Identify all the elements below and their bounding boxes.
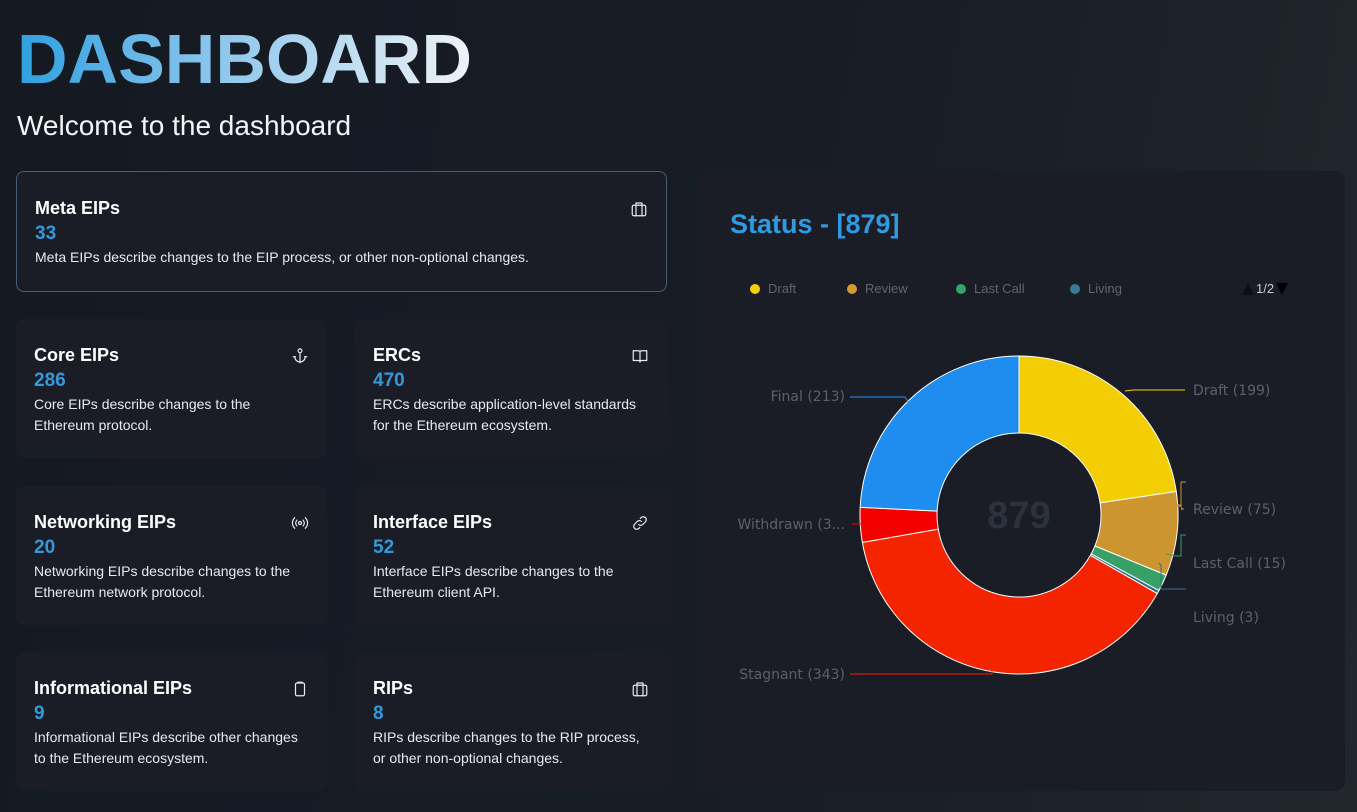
slice-label-last-call: Last Call (15) (1193, 556, 1286, 572)
legend-dot-icon (847, 283, 857, 294)
slice-label-review: Review (75) (1193, 502, 1276, 518)
card-core-eips[interactable]: Core EIPs 286 Core EIPs describe changes… (16, 319, 327, 458)
donut-center-total: 879 (987, 495, 1050, 537)
slice-label-withdrawn: Withdrawn (3... (737, 517, 845, 533)
card-title: Networking EIPs (34, 512, 177, 532)
card-interface-eips[interactable]: Interface EIPs 52 Interface EIPs describ… (355, 486, 667, 625)
card-count: 470 (373, 370, 405, 391)
leader-line-living (1158, 562, 1186, 590)
page-title: DASHBOARD (17, 20, 472, 98)
card-networking-eips[interactable]: Networking EIPs 20 Networking EIPs descr… (16, 486, 327, 625)
legend-pager: 1/2 (1242, 281, 1289, 296)
briefcase-icon (631, 680, 649, 698)
card-ercs[interactable]: ERCs 470 ERCs describe application-level… (355, 319, 667, 458)
card-rips[interactable]: RIPs 8 RIPs describe changes to the RIP … (355, 652, 667, 791)
legend-dot-icon (1070, 283, 1080, 294)
card-description: Core EIPs describe changes to the Ethere… (34, 396, 251, 433)
leader-line-last-call (1165, 534, 1186, 557)
legend-label: Review (865, 281, 908, 296)
slice-label-living: Living (3) (1193, 610, 1259, 626)
donut-slice-stagnant[interactable] (861, 528, 1158, 675)
legend-dot-icon (750, 283, 760, 294)
legend-item-review[interactable]: Review (847, 281, 908, 296)
legend-label: Last Call (974, 281, 1025, 296)
legend-next-page-icon[interactable] (1276, 282, 1289, 295)
leader-line-stagnant (850, 668, 993, 675)
card-count: 52 (373, 537, 395, 558)
leader-line-final (850, 396, 910, 404)
card-title: Core EIPs (34, 345, 120, 365)
card-title: RIPs (373, 678, 414, 698)
donut-slice-final[interactable] (859, 355, 1020, 512)
card-informational-eips[interactable]: Informational EIPs 9 Informational EIPs … (16, 652, 327, 791)
leader-line-review (1176, 505, 1184, 511)
donut-slice-draft[interactable] (1018, 355, 1177, 504)
card-count: 8 (373, 703, 384, 724)
slice-label-draft: Draft (199) (1193, 383, 1270, 399)
link-icon (631, 514, 649, 532)
card-title: Interface EIPs (373, 512, 493, 532)
briefcase-icon (630, 200, 648, 218)
legend-item-living[interactable]: Living (1070, 281, 1122, 296)
anchor-icon (291, 347, 309, 365)
card-count: 9 (34, 703, 45, 724)
legend-label: Living (1088, 281, 1122, 296)
card-description: ERCs describe application-level standard… (373, 396, 637, 433)
leader-line-review-2 (1177, 481, 1186, 506)
chart-legend: Draft Review Last Call Living 1/2 (745, 281, 1305, 299)
card-title: ERCs (373, 345, 422, 365)
card-description: RIPs describe changes to the RIP process… (373, 729, 640, 766)
slice-label-stagnant: Stagnant (343) (739, 667, 845, 683)
status-donut-chart: Draft (199) Review (75) Last Call (15) L… (737, 355, 1286, 683)
broadcast-icon (291, 514, 309, 532)
clipboard-icon (291, 680, 309, 698)
legend-item-draft[interactable]: Draft (750, 281, 796, 296)
status-chart-panel: Status - [879] Draft Review Last Call Li… (695, 171, 1345, 791)
card-meta-eips[interactable]: Meta EIPs 33 Meta EIPs describe changes … (16, 171, 667, 292)
legend-label: Draft (768, 281, 797, 296)
card-count: 33 (35, 223, 57, 244)
status-chart-title: Status - [879] (730, 209, 900, 239)
card-description: Interface EIPs describe changes to the E… (373, 563, 614, 600)
legend-page-indicator: 1/2 (1256, 281, 1275, 296)
legend-item-last-call[interactable]: Last Call (956, 281, 1025, 296)
legend-prev-page-icon[interactable] (1242, 282, 1254, 295)
card-title: Meta EIPs (35, 198, 121, 218)
card-description: Informational EIPs describe other change… (34, 729, 298, 766)
leader-line-draft (1124, 389, 1185, 392)
card-description: Meta EIPs describe changes to the EIP pr… (35, 249, 529, 265)
donut-slices (859, 355, 1179, 675)
card-count: 286 (34, 370, 66, 391)
book-open-icon (631, 347, 649, 365)
card-count: 20 (34, 537, 56, 558)
card-description: Networking EIPs describe changes to the … (34, 563, 291, 600)
legend-dot-icon (956, 283, 966, 294)
page-subtitle: Welcome to the dashboard (17, 110, 352, 141)
slice-label-final: Final (213) (771, 389, 845, 405)
card-title: Informational EIPs (34, 678, 193, 698)
